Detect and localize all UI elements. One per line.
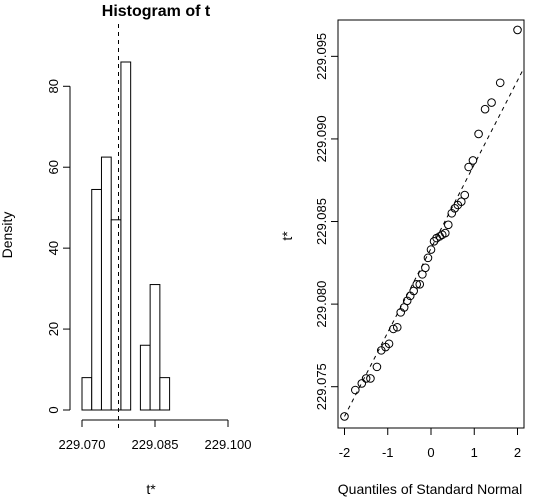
qq-plot-frame — [337, 19, 525, 429]
qq-x-axis: -2 -1 0 1 2 — [339, 428, 521, 460]
qq-point — [480, 104, 490, 114]
qq-point — [402, 296, 412, 306]
qq-y-tick-label: 229.095 — [314, 33, 329, 80]
histogram-bar — [149, 284, 161, 411]
histogram-y-tick-label: 80 — [46, 79, 61, 93]
qq-point — [456, 197, 466, 207]
histogram-x-axis-label: t* — [146, 481, 156, 497]
histogram-x-tick-label: 229.100 — [205, 437, 252, 452]
qq-plot-panel: Quantiles of Standard Normal t* -2 -1 0 1 2 … — [279, 19, 525, 497]
histogram-x-tick-label: 229.085 — [132, 437, 179, 452]
histogram-title: Histogram of t — [102, 3, 211, 20]
qq-reference-line — [344, 67, 525, 417]
qq-point — [440, 228, 450, 238]
qq-point — [423, 253, 433, 263]
histogram-bar — [139, 344, 151, 411]
histogram-bar — [91, 188, 102, 411]
qq-x-tick-label: 1 — [471, 445, 478, 460]
histogram-bar — [100, 156, 112, 411]
qq-point — [415, 279, 425, 289]
qq-point — [426, 245, 436, 254]
qq-point — [460, 190, 470, 200]
qq-point — [351, 385, 360, 395]
qq-point — [392, 322, 402, 332]
histogram-x-tick-label: 229.070 — [59, 437, 106, 452]
qq-point — [444, 220, 453, 230]
qq-point — [513, 25, 522, 35]
qq-point — [366, 374, 375, 383]
qq-x-tick-label: -1 — [382, 445, 394, 460]
qq-y-tick-label: 229.090 — [314, 115, 329, 162]
histogram-x-axis: 229.070 229.085 229.100 — [59, 419, 252, 452]
histogram-bar — [120, 61, 132, 411]
qq-point — [372, 362, 382, 372]
histogram-y-axis-label: Density — [0, 212, 15, 259]
histogram-y-axis: 0 20 40 60 80 — [46, 79, 71, 414]
qq-point — [495, 78, 505, 88]
qq-point — [389, 324, 398, 334]
qq-point — [357, 379, 367, 388]
qq-x-tick-label: -2 — [339, 445, 351, 460]
histogram-bar — [81, 377, 93, 411]
qq-point — [447, 208, 457, 218]
qq-y-tick-label: 229.075 — [314, 363, 329, 410]
qq-point — [384, 339, 394, 349]
qq-x-axis-label: Quantiles of Standard Normal — [338, 481, 522, 497]
qq-point — [340, 412, 349, 421]
histogram-y-tick-label: 20 — [46, 322, 61, 336]
qq-point — [468, 156, 478, 165]
qq-point — [464, 162, 473, 172]
histogram-panel: Histogram of t t* Density 229.070 229.085… — [0, 3, 252, 497]
qq-y-axis: 229.075 229.080 229.085 229.090 229.095 — [314, 33, 338, 410]
qq-point — [487, 98, 496, 107]
histogram-y-tick-label: 60 — [46, 160, 61, 174]
histogram-y-tick-label: 0 — [46, 406, 61, 413]
qq-point — [474, 129, 483, 139]
histogram-bar — [159, 377, 171, 411]
histogram-y-tick-label: 40 — [46, 241, 61, 255]
qq-points — [340, 25, 522, 421]
qq-x-tick-label: 2 — [514, 445, 521, 460]
qq-x-tick-label: 0 — [427, 445, 434, 460]
qq-point — [412, 279, 422, 289]
qq-y-axis-label: t* — [279, 231, 295, 241]
qq-y-tick-label: 229.085 — [314, 198, 329, 245]
qq-point — [421, 263, 430, 273]
histogram-bars — [81, 61, 171, 411]
histogram-bar — [110, 219, 122, 411]
qq-y-tick-label: 229.080 — [314, 281, 329, 328]
qq-point — [361, 374, 371, 383]
